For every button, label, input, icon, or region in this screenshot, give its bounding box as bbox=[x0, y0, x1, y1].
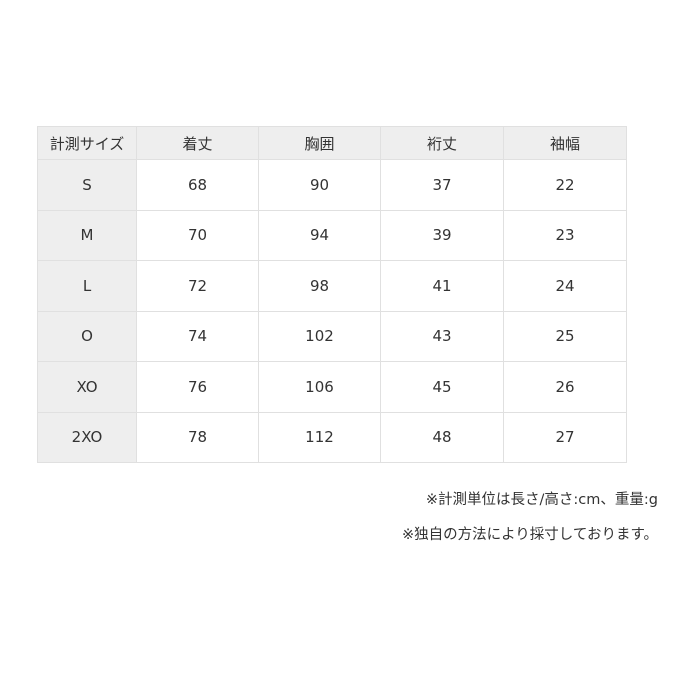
table-row: M 70 94 39 23 bbox=[37, 209, 627, 261]
value-cell: 43 bbox=[380, 310, 504, 362]
size-table: 計測サイズ 着丈 胸囲 裄丈 袖幅 S 68 90 37 22 M 70 94 39 23 L 72 9… bbox=[37, 126, 627, 463]
value-cell: 106 bbox=[258, 361, 381, 413]
size-cell: 2XO bbox=[37, 411, 137, 463]
value-cell: 23 bbox=[503, 209, 627, 261]
value-cell: 112 bbox=[258, 411, 381, 463]
size-cell: S bbox=[37, 159, 137, 211]
size-cell: M bbox=[37, 209, 137, 261]
value-cell: 98 bbox=[258, 260, 381, 312]
value-cell: 74 bbox=[136, 310, 259, 362]
header-sleeve-length: 裄丈 bbox=[380, 126, 504, 160]
table-row: 2XO 78 112 48 27 bbox=[37, 411, 627, 463]
value-cell: 48 bbox=[380, 411, 504, 463]
note-units: ※計測単位は長さ/高さ:cm、重量:g bbox=[425, 492, 658, 508]
header-chest: 胸囲 bbox=[258, 126, 381, 160]
header-sleeve-width: 袖幅 bbox=[503, 126, 627, 160]
table-row: O 74 102 43 25 bbox=[37, 310, 627, 362]
table-row: S 68 90 37 22 bbox=[37, 159, 627, 211]
value-cell: 37 bbox=[380, 159, 504, 211]
value-cell: 27 bbox=[503, 411, 627, 463]
table-row: XO 76 106 45 26 bbox=[37, 361, 627, 413]
size-cell: L bbox=[37, 260, 137, 312]
note-method: ※独自の方法により採寸しております。 bbox=[401, 527, 658, 543]
value-cell: 68 bbox=[136, 159, 259, 211]
table-row: L 72 98 41 24 bbox=[37, 260, 627, 312]
size-cell: XO bbox=[37, 361, 137, 413]
value-cell: 76 bbox=[136, 361, 259, 413]
value-cell: 90 bbox=[258, 159, 381, 211]
value-cell: 94 bbox=[258, 209, 381, 261]
value-cell: 72 bbox=[136, 260, 259, 312]
value-cell: 24 bbox=[503, 260, 627, 312]
size-cell: O bbox=[37, 310, 137, 362]
value-cell: 25 bbox=[503, 310, 627, 362]
header-row: 計測サイズ 着丈 胸囲 裄丈 袖幅 bbox=[37, 126, 627, 160]
value-cell: 45 bbox=[380, 361, 504, 413]
header-length: 着丈 bbox=[136, 126, 259, 160]
value-cell: 78 bbox=[136, 411, 259, 463]
value-cell: 102 bbox=[258, 310, 381, 362]
value-cell: 39 bbox=[380, 209, 504, 261]
value-cell: 22 bbox=[503, 159, 627, 211]
value-cell: 41 bbox=[380, 260, 504, 312]
value-cell: 70 bbox=[136, 209, 259, 261]
header-size: 計測サイズ bbox=[37, 126, 137, 160]
value-cell: 26 bbox=[503, 361, 627, 413]
